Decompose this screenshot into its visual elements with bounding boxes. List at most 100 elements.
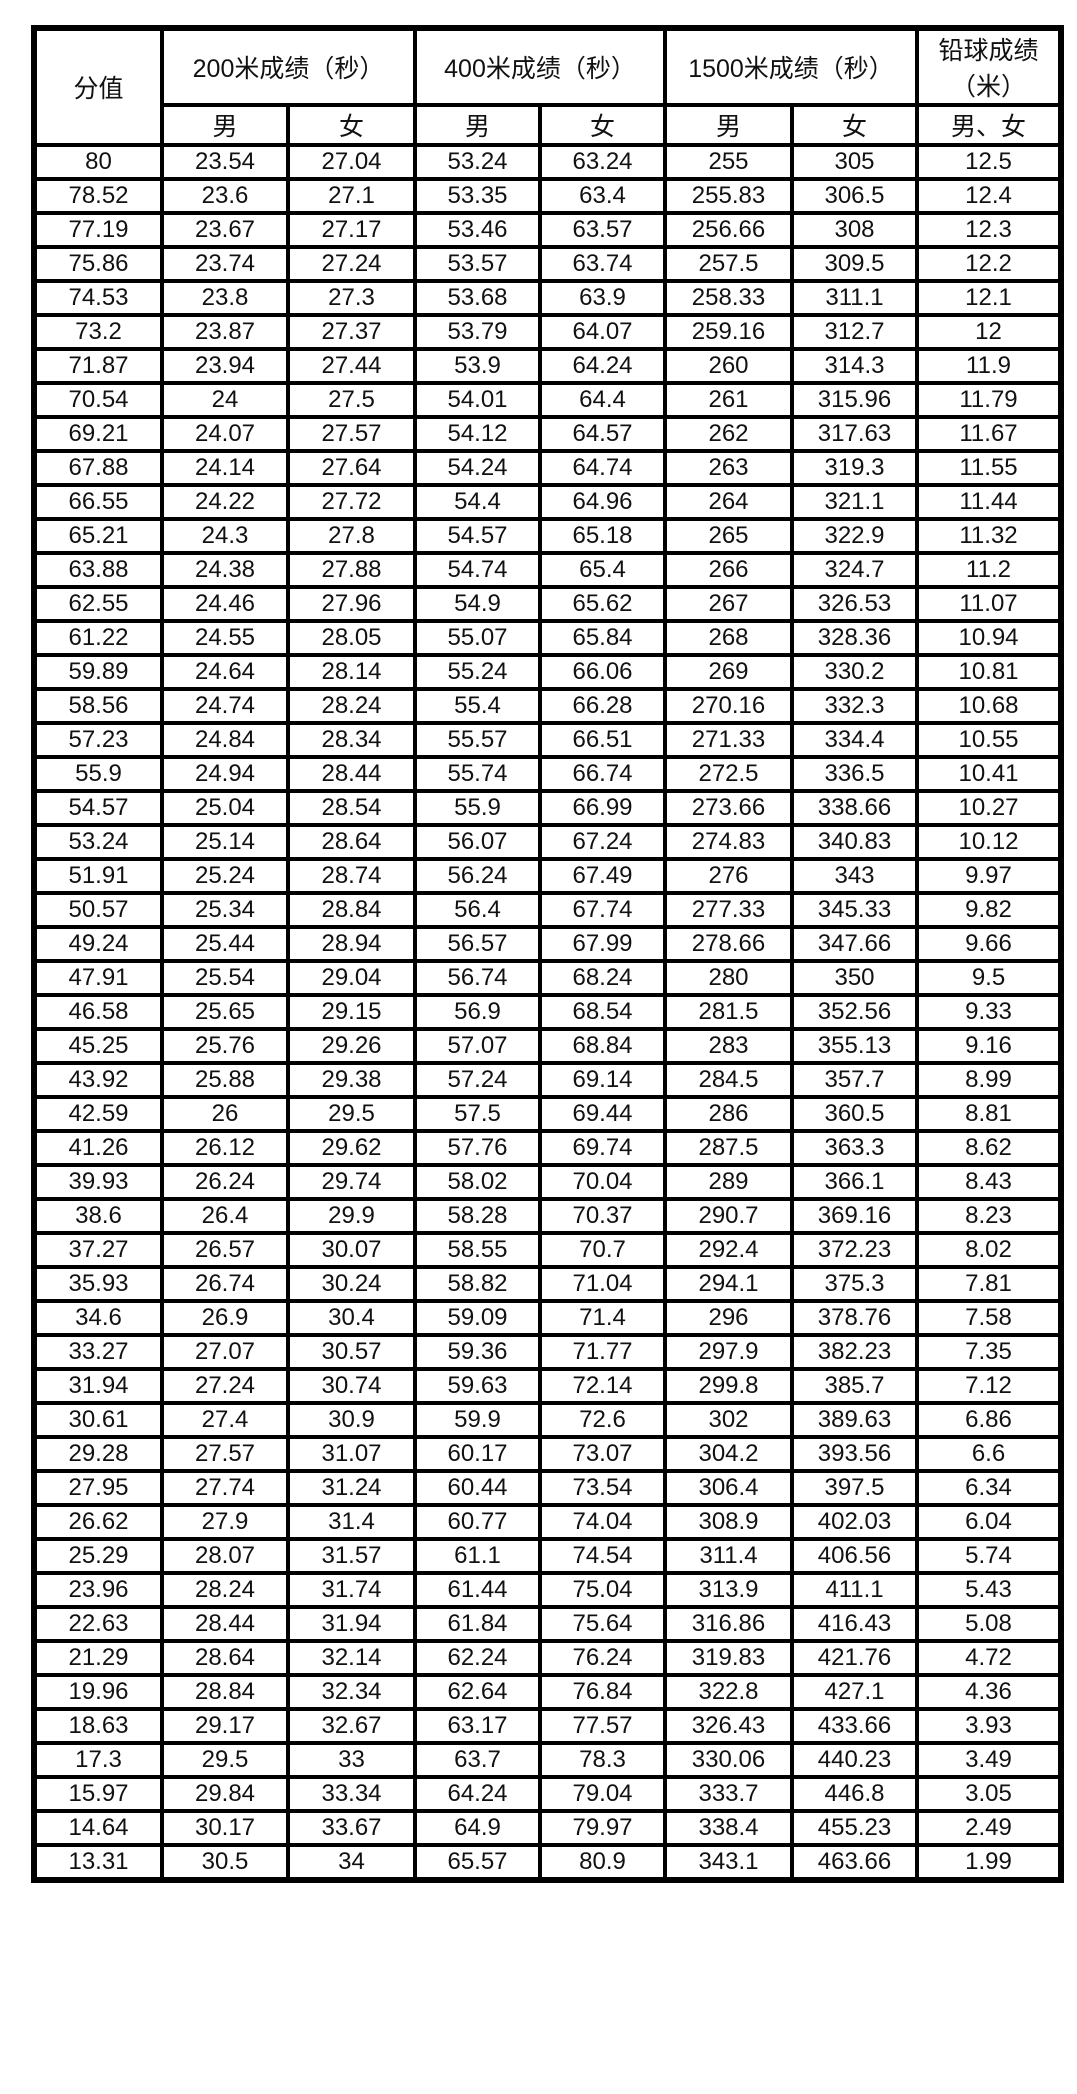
cell-1500m-male: 313.9 — [663, 1571, 794, 1609]
cell-200m-female: 33.34 — [286, 1775, 417, 1813]
cell-200m-female: 32.14 — [286, 1639, 417, 1677]
cell-shot-put: 9.97 — [915, 857, 1063, 895]
score-header: 分值 — [32, 26, 164, 147]
cell-1500m-male: 286 — [663, 1095, 794, 1133]
cell-score: 49.24 — [32, 925, 164, 963]
table-row: 55.9 24.94 28.44 55.74 66.74 272.5 336.5 10.41 — [32, 755, 1063, 793]
cell-200m-female: 30.4 — [286, 1299, 417, 1337]
table-row: 77.19 23.67 27.17 53.46 63.57 256.66 308 12.3 — [32, 211, 1063, 249]
cell-1500m-male: 283 — [663, 1027, 794, 1065]
cell-score: 62.55 — [32, 585, 164, 623]
cell-400m-female: 67.49 — [538, 857, 667, 895]
cell-400m-female: 68.24 — [538, 959, 667, 997]
cell-400m-female: 69.74 — [538, 1129, 667, 1167]
cell-200m-female: 28.24 — [286, 687, 417, 725]
cell-400m-female: 70.04 — [538, 1163, 667, 1201]
cell-200m-male: 24.94 — [160, 755, 290, 793]
cell-score: 41.26 — [32, 1129, 164, 1167]
cell-200m-female: 27.1 — [286, 177, 417, 215]
cell-1500m-male: 260 — [663, 347, 794, 385]
table-row: 23.96 28.24 31.74 61.44 75.04 313.9 411.1 5.43 — [32, 1571, 1063, 1609]
cell-1500m-female: 340.83 — [790, 823, 919, 861]
table-row: 27.95 27.74 31.24 60.44 73.54 306.4 397.5 6.34 — [32, 1469, 1063, 1507]
cell-1500m-female: 334.4 — [790, 721, 919, 759]
cell-score: 75.86 — [32, 245, 164, 283]
cell-shot-put: 10.68 — [915, 687, 1063, 725]
cell-1500m-male: 274.83 — [663, 823, 794, 861]
cell-200m-male: 29.5 — [160, 1741, 290, 1779]
cell-400m-male: 58.55 — [413, 1231, 542, 1269]
cell-400m-female: 75.64 — [538, 1605, 667, 1643]
cell-shot-put: 8.02 — [915, 1231, 1063, 1269]
table-row: 41.26 26.12 29.62 57.76 69.74 287.5 363.3 8.62 — [32, 1129, 1063, 1167]
table-row: 39.93 26.24 29.74 58.02 70.04 289 366.1 8.43 — [32, 1163, 1063, 1201]
cell-200m-female: 29.62 — [286, 1129, 417, 1167]
cell-400m-female: 78.3 — [538, 1741, 667, 1779]
cell-400m-female: 64.57 — [538, 415, 667, 453]
table-row: 57.23 24.84 28.34 55.57 66.51 271.33 334.4 10.5… — [32, 721, 1063, 759]
cell-1500m-male: 289 — [663, 1163, 794, 1201]
cell-200m-male: 25.54 — [160, 959, 290, 997]
cell-200m-male: 27.4 — [160, 1401, 290, 1439]
table-row: 73.2 23.87 27.37 53.79 64.07 259.16 312.7 12 — [32, 313, 1063, 351]
cell-200m-female: 31.07 — [286, 1435, 417, 1473]
cell-1500m-female: 319.3 — [790, 449, 919, 487]
cell-shot-put: 9.82 — [915, 891, 1063, 929]
cell-200m-male: 25.24 — [160, 857, 290, 895]
cell-1500m-male: 266 — [663, 551, 794, 589]
cell-shot-put: 10.81 — [915, 653, 1063, 691]
cell-1500m-male: 311.4 — [663, 1537, 794, 1575]
table-row: 78.52 23.6 27.1 53.35 63.4 255.83 306.5 12.4 — [32, 177, 1063, 215]
table-row: 71.87 23.94 27.44 53.9 64.24 260 314.3 11.9 — [32, 347, 1063, 385]
cell-400m-male: 62.24 — [413, 1639, 542, 1677]
cell-1500m-male: 267 — [663, 585, 794, 623]
cell-score: 65.21 — [32, 517, 164, 555]
table-row: 19.96 28.84 32.34 62.64 76.84 322.8 427.1 4.36 — [32, 1673, 1063, 1711]
sub-shot-put-both: 男、女 — [915, 103, 1063, 147]
cell-200m-female: 28.44 — [286, 755, 417, 793]
cell-400m-male: 55.07 — [413, 619, 542, 657]
cell-200m-male: 26.74 — [160, 1265, 290, 1303]
cell-1500m-female: 440.23 — [790, 1741, 919, 1779]
subheader-row: 男 女 男 女 男 女 男、女 — [34, 103, 1063, 147]
cell-shot-put: 10.12 — [915, 823, 1063, 861]
cell-400m-male: 61.1 — [413, 1537, 542, 1575]
cell-1500m-female: 360.5 — [790, 1095, 919, 1133]
cell-400m-male: 55.9 — [413, 789, 542, 827]
cell-200m-male: 25.34 — [160, 891, 290, 929]
table-row: 53.24 25.14 28.64 56.07 67.24 274.83 340.83 10.… — [32, 823, 1063, 861]
cell-400m-male: 64.24 — [413, 1775, 542, 1813]
cell-score: 55.9 — [32, 755, 164, 793]
cell-1500m-male: 287.5 — [663, 1129, 794, 1167]
cell-200m-male: 24 — [160, 381, 290, 419]
cell-1500m-female: 421.76 — [790, 1639, 919, 1677]
cell-200m-female: 32.34 — [286, 1673, 417, 1711]
cell-shot-put: 8.62 — [915, 1129, 1063, 1167]
cell-400m-male: 53.9 — [413, 347, 542, 385]
cell-200m-male: 28.64 — [160, 1639, 290, 1677]
cell-400m-female: 72.6 — [538, 1401, 667, 1439]
cell-200m-female: 27.37 — [286, 313, 417, 351]
cell-200m-male: 23.94 — [160, 347, 290, 385]
cell-score: 27.95 — [32, 1469, 164, 1507]
cell-shot-put: 10.27 — [915, 789, 1063, 827]
cell-1500m-male: 280 — [663, 959, 794, 997]
cell-score: 13.31 — [32, 1843, 164, 1882]
cell-400m-female: 71.77 — [538, 1333, 667, 1371]
sub-1500m-female: 女 — [790, 103, 919, 147]
cell-score: 33.27 — [32, 1333, 164, 1371]
cell-400m-female: 67.74 — [538, 891, 667, 929]
cell-400m-male: 56.57 — [413, 925, 542, 963]
cell-shot-put: 12.4 — [915, 177, 1063, 215]
cell-1500m-male: 268 — [663, 619, 794, 657]
cell-1500m-female: 306.5 — [790, 177, 919, 215]
table-row: 29.28 27.57 31.07 60.17 73.07 304.2 393.56 6.6 — [32, 1435, 1063, 1473]
cell-1500m-female: 314.3 — [790, 347, 919, 385]
cell-1500m-male: 299.8 — [663, 1367, 794, 1405]
cell-200m-male: 29.84 — [160, 1775, 290, 1813]
table-row: 51.91 25.24 28.74 56.24 67.49 276 343 9.97 — [32, 857, 1063, 895]
cell-400m-male: 53.57 — [413, 245, 542, 283]
cell-400m-female: 65.62 — [538, 585, 667, 623]
cell-shot-put: 11.55 — [915, 449, 1063, 487]
cell-400m-female: 64.74 — [538, 449, 667, 487]
